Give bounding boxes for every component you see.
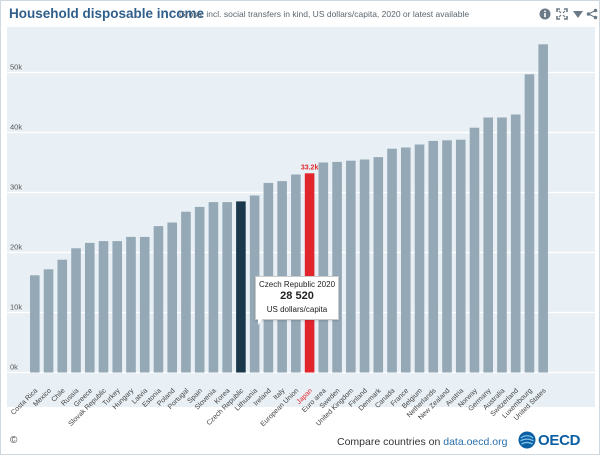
fullscreen-icon[interactable] [556, 8, 568, 20]
bar[interactable] [442, 140, 452, 373]
tooltip-value: 28 520 [280, 290, 314, 302]
bar[interactable] [98, 241, 109, 373]
bar[interactable] [524, 74, 535, 373]
chart-subtitle: Gross, incl. social transfers in kind, U… [179, 9, 470, 19]
bar[interactable] [304, 173, 315, 373]
bar[interactable] [318, 162, 329, 373]
bar[interactable] [84, 242, 95, 373]
oecd-globe-icon [518, 431, 536, 449]
chart-title: Household disposable income [9, 6, 205, 21]
download-icon[interactable] [572, 8, 584, 20]
bar[interactable] [332, 161, 342, 373]
y-tick-label: 10k [10, 303, 22, 312]
x-axis-labels: Costa RicaMexicoChileRussiaGreeceSlovak … [10, 387, 548, 428]
bar[interactable] [400, 147, 411, 373]
bar[interactable] [43, 269, 54, 373]
plot-area: 33.2k 0k 10k 20k 30k 40k 50k [7, 27, 595, 407]
bar[interactable] [483, 117, 494, 373]
bar[interactable] [455, 139, 466, 373]
data-labels: 33.2k [301, 164, 319, 171]
data-oecd-link[interactable]: data.oecd.org [443, 436, 508, 448]
bar[interactable] [57, 259, 68, 373]
y-tick-label: 40k [10, 123, 22, 132]
bar[interactable] [346, 160, 356, 373]
oecd-logo-text: OECD [538, 432, 581, 449]
bar-value-label: 33.2k [301, 164, 319, 171]
bars [30, 44, 548, 373]
bar[interactable] [510, 114, 521, 373]
bar[interactable] [249, 195, 260, 373]
bar[interactable] [222, 202, 232, 373]
y-axis-ticks: 0k 10k 20k 30k 40k 50k [10, 63, 22, 372]
bar[interactable] [139, 236, 150, 373]
bar[interactable] [153, 226, 164, 373]
bar[interactable] [112, 241, 123, 373]
bar[interactable] [291, 174, 301, 373]
share-icon[interactable] [586, 8, 598, 20]
bar[interactable] [71, 248, 81, 373]
bar[interactable] [30, 275, 40, 373]
y-tick-label: 30k [10, 183, 22, 192]
bar-chart: 33.2k 0k 10k 20k 30k 40k 50k [7, 44, 595, 374]
chart-tooltip: Czech Republic 2020 28 520 US dollars/ca… [255, 276, 339, 325]
bar[interactable] [414, 144, 425, 373]
bar[interactable] [181, 211, 191, 373]
compare-countries-text: Compare countries on data.oecd.org [337, 436, 507, 448]
y-tick-label: 20k [10, 243, 22, 252]
bar[interactable] [373, 157, 384, 373]
bar[interactable] [359, 159, 370, 373]
compare-prefix: Compare countries on [337, 436, 441, 448]
bar[interactable] [126, 236, 136, 373]
bar[interactable] [497, 117, 507, 373]
oecd-logo[interactable]: OECD [518, 431, 594, 451]
bar[interactable] [387, 148, 397, 373]
bar[interactable] [208, 202, 219, 373]
chart-header: Household disposable income Gross, incl.… [1, 1, 599, 27]
info-icon[interactable] [539, 8, 551, 20]
bar[interactable] [538, 44, 548, 373]
bar[interactable] [428, 140, 439, 373]
y-tick-label: 50k [10, 63, 22, 72]
bar[interactable] [469, 127, 480, 373]
tooltip-country: Czech Republic 2020 [258, 280, 336, 289]
y-tick-label: 0k [10, 363, 18, 372]
bar[interactable] [236, 201, 246, 373]
grid-lines [7, 71, 595, 374]
bar[interactable] [194, 206, 205, 373]
bar[interactable] [167, 222, 177, 373]
tooltip-unit: US dollars/capita [266, 305, 328, 314]
tooltip-pointer [258, 317, 264, 325]
copyright-mark[interactable]: © [10, 435, 18, 446]
